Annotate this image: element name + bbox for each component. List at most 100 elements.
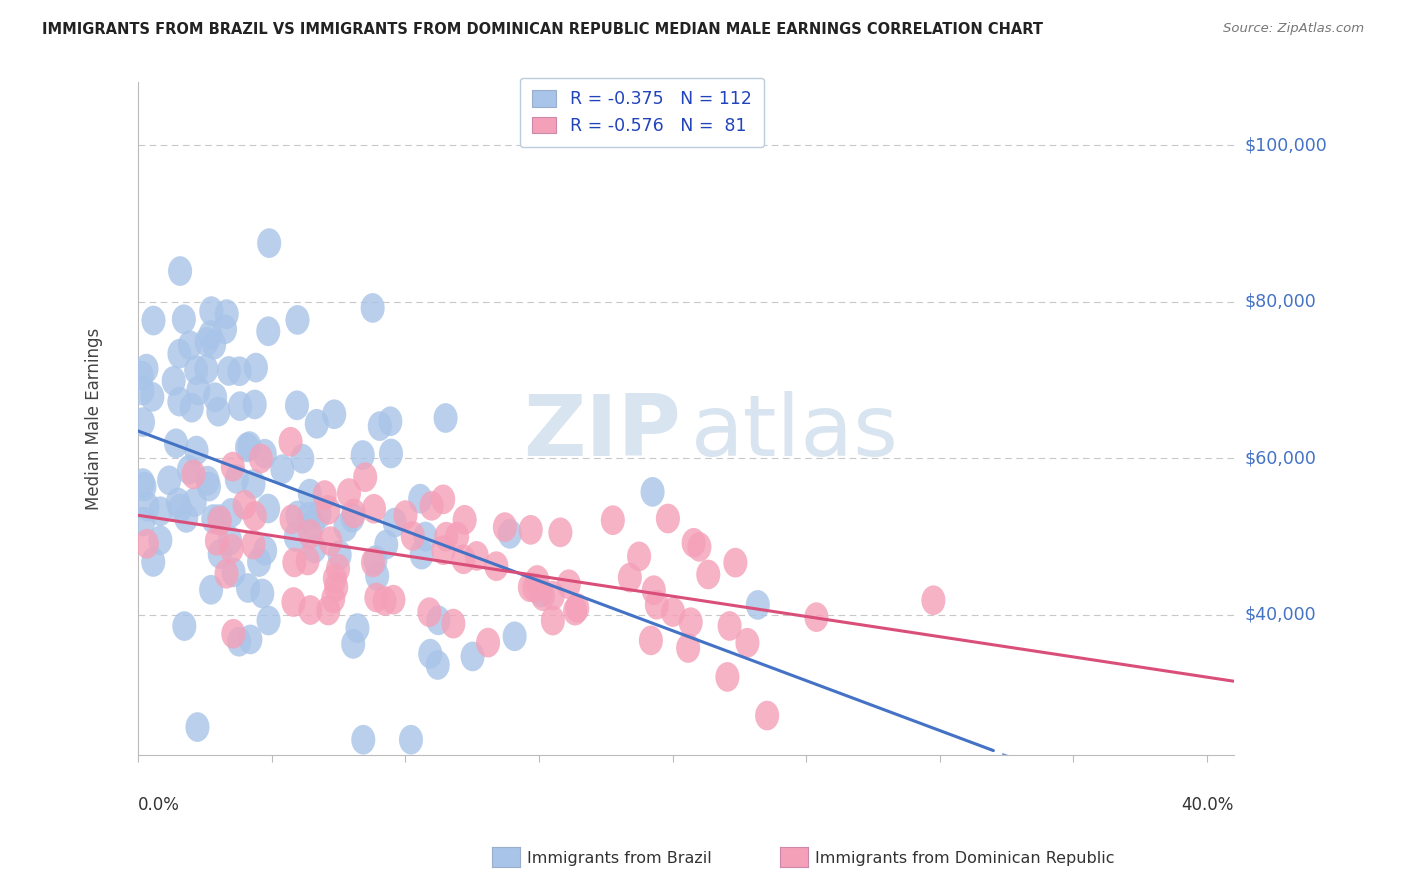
Text: atlas: atlas bbox=[692, 391, 900, 474]
Ellipse shape bbox=[325, 572, 349, 602]
Ellipse shape bbox=[207, 397, 231, 426]
Ellipse shape bbox=[285, 305, 309, 334]
Ellipse shape bbox=[453, 505, 477, 534]
Ellipse shape bbox=[162, 366, 186, 396]
Ellipse shape bbox=[212, 314, 238, 344]
Ellipse shape bbox=[312, 480, 337, 510]
Ellipse shape bbox=[717, 611, 741, 640]
Ellipse shape bbox=[361, 548, 385, 577]
Ellipse shape bbox=[187, 376, 211, 405]
Ellipse shape bbox=[441, 608, 465, 639]
Ellipse shape bbox=[548, 517, 572, 547]
Text: $100,000: $100,000 bbox=[1244, 136, 1327, 154]
Ellipse shape bbox=[298, 595, 322, 625]
Ellipse shape bbox=[526, 566, 550, 595]
Ellipse shape bbox=[131, 507, 155, 536]
Ellipse shape bbox=[298, 479, 322, 508]
Ellipse shape bbox=[342, 629, 366, 659]
Ellipse shape bbox=[426, 606, 450, 635]
Ellipse shape bbox=[167, 494, 193, 524]
Text: Immigrants from Brazil: Immigrants from Brazil bbox=[527, 851, 711, 865]
Ellipse shape bbox=[197, 472, 221, 501]
Ellipse shape bbox=[340, 503, 364, 533]
Ellipse shape bbox=[166, 488, 190, 517]
Ellipse shape bbox=[302, 533, 326, 564]
Ellipse shape bbox=[284, 522, 308, 552]
Ellipse shape bbox=[308, 500, 332, 529]
Ellipse shape bbox=[280, 505, 304, 534]
Ellipse shape bbox=[641, 575, 666, 605]
Ellipse shape bbox=[419, 491, 444, 521]
Ellipse shape bbox=[432, 484, 456, 514]
Ellipse shape bbox=[562, 596, 588, 625]
Ellipse shape bbox=[346, 613, 370, 643]
Ellipse shape bbox=[522, 573, 547, 602]
Ellipse shape bbox=[373, 586, 396, 615]
Ellipse shape bbox=[217, 356, 240, 386]
Ellipse shape bbox=[177, 455, 201, 484]
Ellipse shape bbox=[517, 573, 541, 602]
Ellipse shape bbox=[541, 606, 565, 635]
Ellipse shape bbox=[256, 317, 280, 346]
Ellipse shape bbox=[409, 540, 433, 569]
Ellipse shape bbox=[131, 407, 155, 437]
Ellipse shape bbox=[200, 296, 224, 326]
Ellipse shape bbox=[228, 392, 252, 421]
Ellipse shape bbox=[169, 256, 193, 286]
Ellipse shape bbox=[295, 546, 319, 575]
Ellipse shape bbox=[645, 590, 669, 620]
Ellipse shape bbox=[723, 548, 748, 577]
Text: 40.0%: 40.0% bbox=[1181, 796, 1234, 814]
Ellipse shape bbox=[661, 597, 685, 627]
Ellipse shape bbox=[249, 443, 273, 474]
Ellipse shape bbox=[298, 519, 322, 549]
Ellipse shape bbox=[353, 462, 377, 492]
Ellipse shape bbox=[278, 427, 302, 457]
Ellipse shape bbox=[270, 454, 294, 484]
Ellipse shape bbox=[202, 330, 226, 359]
Ellipse shape bbox=[465, 541, 489, 571]
Ellipse shape bbox=[380, 439, 404, 468]
Ellipse shape bbox=[173, 611, 197, 641]
Ellipse shape bbox=[228, 356, 252, 386]
Ellipse shape bbox=[378, 407, 402, 436]
Ellipse shape bbox=[531, 582, 555, 611]
Ellipse shape bbox=[323, 564, 347, 593]
Ellipse shape bbox=[368, 411, 392, 441]
Ellipse shape bbox=[541, 581, 565, 610]
Ellipse shape bbox=[200, 575, 224, 605]
Ellipse shape bbox=[184, 435, 208, 466]
Ellipse shape bbox=[186, 712, 209, 742]
Ellipse shape bbox=[688, 532, 711, 562]
Ellipse shape bbox=[238, 431, 262, 461]
Ellipse shape bbox=[149, 525, 173, 555]
Ellipse shape bbox=[242, 469, 266, 499]
Ellipse shape bbox=[418, 639, 443, 669]
Ellipse shape bbox=[485, 551, 509, 581]
Ellipse shape bbox=[239, 624, 263, 654]
Ellipse shape bbox=[219, 533, 243, 564]
Ellipse shape bbox=[494, 512, 517, 542]
Ellipse shape bbox=[565, 593, 589, 623]
Ellipse shape bbox=[243, 501, 267, 531]
Ellipse shape bbox=[600, 506, 624, 535]
Ellipse shape bbox=[381, 585, 405, 615]
Ellipse shape bbox=[366, 561, 389, 591]
Ellipse shape bbox=[641, 477, 665, 507]
Ellipse shape bbox=[337, 478, 361, 508]
Ellipse shape bbox=[557, 569, 581, 599]
Ellipse shape bbox=[180, 392, 204, 423]
Ellipse shape bbox=[316, 596, 340, 625]
Ellipse shape bbox=[183, 487, 207, 517]
Ellipse shape bbox=[250, 579, 274, 608]
Ellipse shape bbox=[198, 320, 222, 350]
Ellipse shape bbox=[131, 468, 155, 498]
Ellipse shape bbox=[235, 433, 259, 462]
Text: $40,000: $40,000 bbox=[1244, 606, 1316, 624]
Ellipse shape bbox=[208, 539, 232, 569]
Ellipse shape bbox=[418, 598, 441, 627]
Ellipse shape bbox=[179, 330, 202, 360]
Ellipse shape bbox=[167, 387, 191, 417]
Ellipse shape bbox=[350, 440, 375, 470]
Text: IMMIGRANTS FROM BRAZIL VS IMMIGRANTS FROM DOMINICAN REPUBLIC MEDIAN MALE EARNING: IMMIGRANTS FROM BRAZIL VS IMMIGRANTS FRO… bbox=[42, 22, 1043, 37]
